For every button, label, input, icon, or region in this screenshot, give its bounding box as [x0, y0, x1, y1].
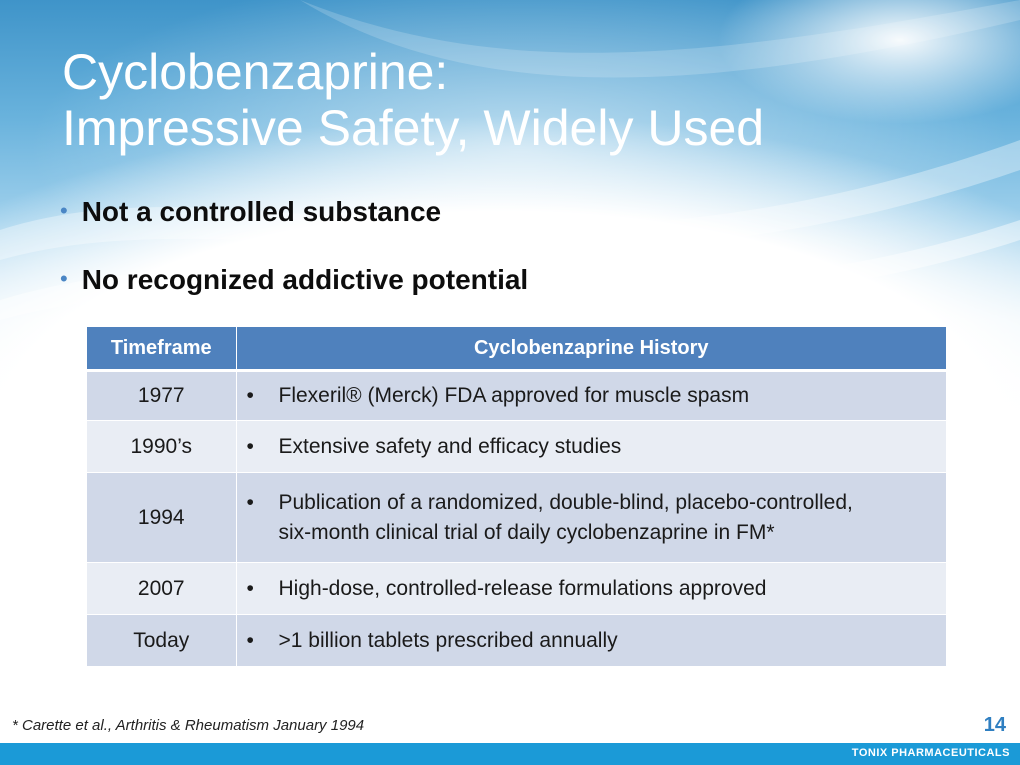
bullet-dot-icon: •	[246, 434, 254, 458]
background-wave-graphic	[0, 0, 1020, 420]
table-row: 2007 • High-dose, controlled-release form…	[87, 562, 946, 615]
title-line-2: Impressive Safety, Widely Used	[62, 100, 765, 156]
bullet-dot-icon: •	[246, 576, 254, 600]
timeframe-cell: 1990’s	[87, 420, 237, 473]
table-row: 1990’s • Extensive safety and efficacy st…	[87, 420, 946, 473]
bullet-dot-icon: •	[246, 490, 254, 514]
table-row: 1994 • Publication of a randomized, doub…	[87, 472, 946, 563]
bullet-dot-icon: •	[246, 628, 254, 652]
footnote: * Carette et al., Arthritis & Rheumatism…	[12, 717, 365, 734]
history-text: >1 billion tablets prescribed annually	[278, 628, 618, 652]
bullet-item: • No recognized addictive potential	[60, 264, 528, 296]
history-text: Extensive safety and efficacy studies	[278, 434, 622, 458]
bullet-item: • Not a controlled substance	[60, 196, 441, 228]
timeframe-cell: 2007	[87, 562, 237, 615]
column-header-history: Cyclobenzaprine History	[236, 327, 946, 372]
history-text-line-1: Publication of a randomized, double-blin…	[278, 490, 853, 514]
history-text-line-2: six-month clinical trial of daily cyclob…	[278, 520, 775, 544]
table-header-row: Timeframe Cyclobenzaprine History	[87, 327, 946, 372]
company-name: TONIX PHARMACEUTICALS	[851, 747, 1010, 759]
history-text: High-dose, controlled-release formulatio…	[278, 576, 767, 600]
history-cell: • >1 billion tablets prescribed annually	[236, 614, 946, 667]
table-row: 1977 • Flexeril® (Merck) FDA approved for…	[87, 370, 946, 421]
slide-title: Cyclobenzaprine: Impressive Safety, Wide…	[62, 44, 962, 156]
bullet-dot-icon: •	[60, 198, 68, 223]
history-text: Flexeril® (Merck) FDA approved for muscl…	[278, 384, 750, 407]
timeframe-cell: Today	[87, 614, 237, 667]
history-table: Timeframe Cyclobenzaprine History 1977 •…	[87, 327, 946, 667]
bullet-dot-icon: •	[246, 384, 254, 407]
timeframe-cell: 1994	[87, 472, 237, 563]
bullet-text: Not a controlled substance	[81, 196, 442, 227]
bullet-text: No recognized addictive potential	[81, 264, 529, 295]
column-header-timeframe: Timeframe	[87, 327, 237, 372]
footer-bar: TONIX PHARMACEUTICALS	[0, 743, 1020, 765]
history-cell: • Extensive safety and efficacy studies	[236, 420, 946, 473]
timeframe-cell: 1977	[87, 370, 237, 421]
history-cell: • Publication of a randomized, double-bl…	[236, 472, 946, 563]
history-cell: • Flexeril® (Merck) FDA approved for musc…	[236, 370, 946, 421]
history-cell: • High-dose, controlled-release formulati…	[236, 562, 946, 615]
bullet-dot-icon: •	[60, 266, 68, 291]
title-line-1: Cyclobenzaprine:	[62, 44, 449, 100]
page-number: 14	[983, 714, 1006, 736]
table-row: Today • >1 billion tablets prescribed ann…	[87, 614, 946, 667]
